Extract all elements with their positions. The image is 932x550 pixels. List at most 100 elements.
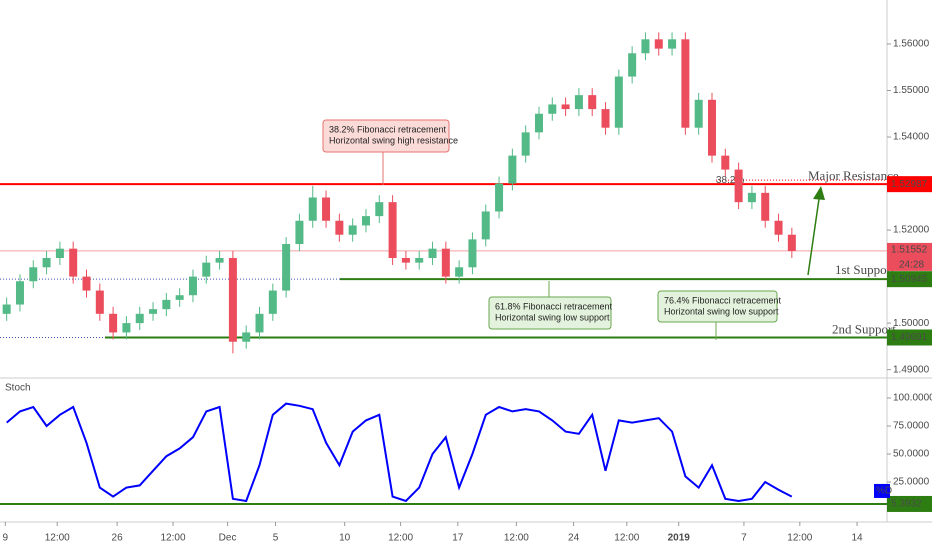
- candle-body: [415, 257, 424, 263]
- candle-body: [508, 155, 517, 184]
- x-tick-label: 12:00: [614, 533, 639, 544]
- level-price-box: [887, 271, 932, 288]
- y-tick-label: 1.55000: [893, 85, 930, 96]
- candle-body: [228, 257, 237, 342]
- x-tick-label: 17: [452, 533, 464, 544]
- annotation-text: Horizontal swing low support: [495, 312, 610, 322]
- y-tick-label: 1.52000: [893, 225, 930, 236]
- level-price-box: [887, 176, 932, 193]
- candle-body: [561, 104, 570, 110]
- candle-body: [747, 192, 756, 203]
- candle-body: [468, 239, 477, 268]
- candle-body: [681, 39, 690, 128]
- candle-body: [2, 304, 11, 314]
- level-label: Major Resistance: [808, 168, 899, 183]
- stoch-title: Stoch: [5, 383, 31, 394]
- candle-body: [188, 276, 197, 296]
- candle-body: [721, 155, 730, 170]
- candle-body: [361, 216, 370, 226]
- last-price-label: 1.51552: [891, 245, 928, 256]
- candle-body: [215, 257, 224, 263]
- candle-body: [255, 313, 264, 333]
- candle-body: [628, 53, 637, 77]
- candle-body: [641, 39, 650, 54]
- candle-body: [295, 220, 304, 245]
- candle-body: [122, 323, 131, 333]
- x-tick-label: 12:00: [160, 533, 185, 544]
- candle-body: [82, 276, 91, 291]
- arrow-shaft: [807, 191, 821, 276]
- candle-body: [707, 99, 716, 156]
- x-tick-label: 5: [273, 533, 279, 544]
- candle-body: [69, 248, 78, 277]
- x-tick-label: 9: [3, 533, 9, 544]
- stoch-level-label: 5.3932: [891, 499, 922, 510]
- candle-body: [521, 132, 530, 156]
- candle-body: [55, 248, 64, 258]
- annotation-text: Horizontal swing low support: [664, 306, 779, 316]
- y-tick-label: 1.49000: [893, 364, 930, 375]
- annotation-text: 76.4% Fibonacci retracement: [664, 295, 782, 305]
- x-tick-label: 2019: [668, 533, 691, 544]
- candle-body: [175, 295, 184, 300]
- candle-body: [162, 299, 171, 310]
- x-tick-label: 12:00: [45, 533, 70, 544]
- candle-body: [242, 332, 251, 342]
- candle-body: [787, 234, 796, 252]
- candle-body: [308, 197, 317, 221]
- annotation-box: [488, 296, 612, 330]
- fib-label: 38.2%: [716, 175, 744, 186]
- level-label: 2nd Support: [832, 321, 896, 336]
- candle-body: [495, 183, 504, 212]
- annotation-text: 61.8% Fibonacci retracement: [495, 301, 613, 311]
- candle-body: [734, 169, 743, 203]
- candle-body: [268, 290, 277, 314]
- annotation-text: Horizontal swing high resistance: [329, 135, 458, 145]
- candle-body: [455, 267, 464, 277]
- candle-body: [109, 313, 118, 333]
- candle-body: [534, 113, 543, 133]
- candle-body: [135, 313, 144, 324]
- candle-body: [149, 309, 158, 314]
- annotation-box: [322, 119, 450, 153]
- x-tick-label: Dec: [219, 533, 237, 544]
- candle-body: [588, 95, 597, 110]
- candle-body: [761, 192, 770, 221]
- candle-body: [774, 220, 783, 235]
- candle-body: [694, 99, 703, 128]
- candle-body: [668, 39, 677, 49]
- x-tick-label: 24: [568, 533, 580, 544]
- candle-body: [282, 244, 291, 291]
- candle-body: [548, 104, 557, 114]
- candle-body: [401, 257, 410, 263]
- y-tick-label: 100.0000: [893, 393, 932, 404]
- y-tick-label: 50.0000: [893, 449, 930, 460]
- countdown-label: 24:28: [899, 260, 924, 271]
- x-tick-label: 26: [112, 533, 124, 544]
- x-tick-label: 12:00: [787, 533, 812, 544]
- arrow-head: [813, 186, 825, 200]
- annotation-box: [657, 290, 778, 323]
- candle-body: [428, 248, 437, 258]
- candle-body: [95, 290, 104, 314]
- y-tick-label: 75.0000: [893, 421, 930, 432]
- candle-body: [441, 248, 450, 277]
- x-tick-label: 14: [851, 533, 863, 544]
- level-price-label: 1.52987: [891, 179, 928, 190]
- annotation-text: 38.2% Fibonacci retracement: [329, 124, 447, 134]
- x-tick-label: 7: [741, 533, 747, 544]
- y-tick-label: 1.56000: [893, 39, 930, 50]
- level-label: 1st Support: [835, 262, 895, 277]
- y-tick-label: 1.54000: [893, 132, 930, 143]
- x-tick-label: 10: [339, 533, 351, 544]
- level-price-label: 1.49691: [891, 332, 928, 343]
- level-price-label: 1.50945: [891, 274, 928, 285]
- candle-body: [15, 281, 24, 305]
- candle-body: [574, 95, 583, 110]
- legend-box: [874, 483, 890, 498]
- stoch-level-box: [887, 495, 932, 512]
- level-price-box: [887, 329, 932, 346]
- candle-body: [348, 225, 357, 235]
